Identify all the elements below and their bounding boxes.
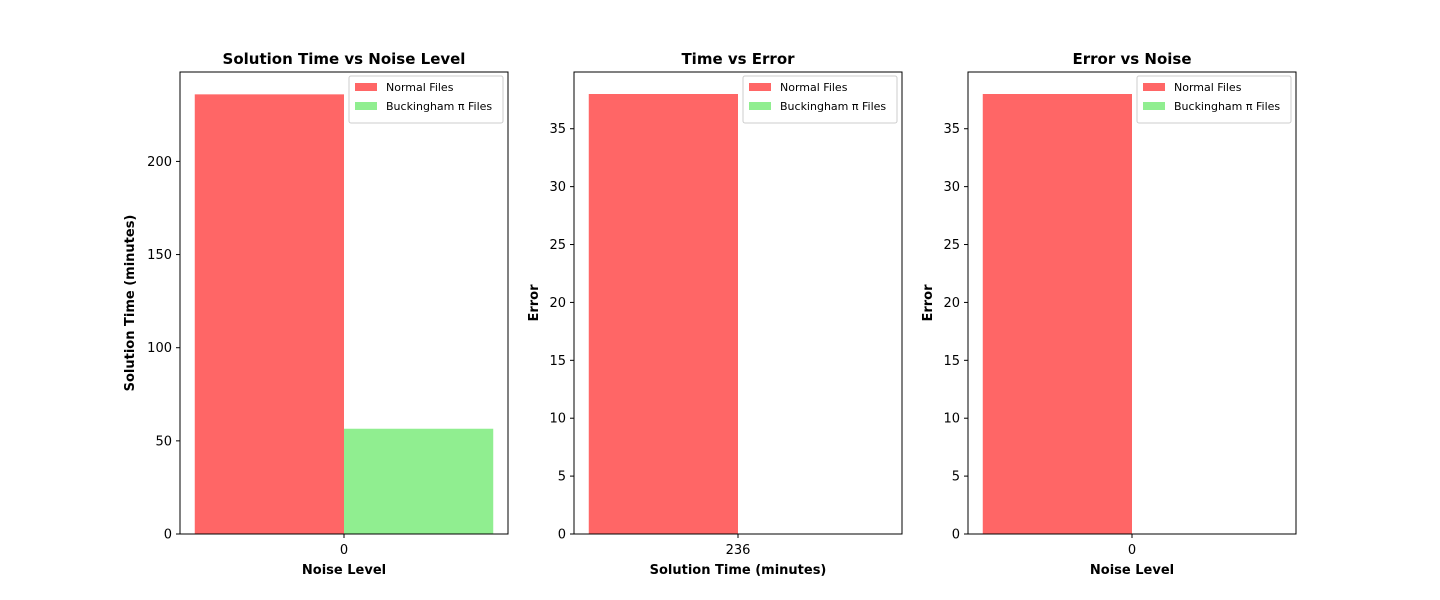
- legend: Normal Files Buckingham π Files: [1136, 75, 1292, 124]
- bar-normal-0: [194, 94, 344, 535]
- legend-swatch-buckingham: [1143, 102, 1165, 110]
- y-tick-label: 200: [147, 155, 172, 170]
- legend-swatch-buckingham: [749, 102, 771, 110]
- y-tick-label: 150: [147, 248, 172, 263]
- legend: Normal Files Buckingham π Files: [742, 75, 898, 124]
- subplot-title: Solution Time vs Noise Level: [223, 50, 466, 68]
- y-tick-label: 30: [549, 180, 566, 195]
- legend-box: [348, 75, 504, 124]
- y-tick-label: 30: [943, 180, 960, 195]
- y-tick-label: 15: [549, 354, 566, 369]
- legend-label-normal: Normal Files: [386, 81, 454, 94]
- subplot-title: Error vs Noise: [1073, 50, 1192, 68]
- y-tick-label: 10: [943, 412, 960, 427]
- subplot-2: 0 5 10 15 20 25 30 35 236 Time vs Error Solution T…: [527, 50, 903, 578]
- x-axis-label: Noise Level: [1090, 563, 1174, 578]
- y-tick-label: 15: [943, 354, 960, 369]
- bar-normal-0: [588, 94, 738, 534]
- subplot-title: Time vs Error: [681, 50, 795, 68]
- y-tick-label: 35: [549, 122, 566, 137]
- legend-label-buckingham: Buckingham π Files: [386, 100, 492, 113]
- x-axis-label: Noise Level: [302, 563, 386, 578]
- y-tick-label: 50: [155, 434, 172, 449]
- y-tick-label: 5: [952, 470, 960, 485]
- y-tick-label: 0: [164, 528, 172, 543]
- y-tick-label: 0: [558, 528, 566, 543]
- y-tick-label: 5: [558, 470, 566, 485]
- y-tick-label: 35: [943, 122, 960, 137]
- legend-box: [1136, 75, 1292, 124]
- subplot-3: 0 5 10 15 20 25 30 35 0 Error vs Noise Noise Level…: [921, 50, 1297, 578]
- x-axis-label: Solution Time (minutes): [650, 563, 827, 578]
- bar-normal-0: [982, 94, 1132, 534]
- y-axis-label: Solution Time (minutes): [123, 215, 138, 392]
- subplot-1: 0 50 100 150 200 0 Solution Time vs Noise Leve…: [123, 50, 509, 578]
- legend-swatch-normal: [355, 83, 377, 91]
- legend-label-normal: Normal Files: [1174, 81, 1242, 94]
- legend-swatch-buckingham: [355, 102, 377, 110]
- y-tick-label: 20: [549, 296, 566, 311]
- y-axis-label: Error: [921, 284, 936, 322]
- y-tick-label: 20: [943, 296, 960, 311]
- legend: Normal Files Buckingham π Files: [348, 75, 504, 124]
- y-axis-label: Error: [527, 284, 542, 322]
- legend-box: [742, 75, 898, 124]
- legend-label-normal: Normal Files: [780, 81, 848, 94]
- y-tick-label: 0: [952, 528, 960, 543]
- legend-swatch-normal: [749, 83, 771, 91]
- legend-label-buckingham: Buckingham π Files: [780, 100, 886, 113]
- x-tick-label: 236: [726, 543, 751, 558]
- x-tick-label: 0: [1128, 543, 1136, 558]
- y-tick-label: 25: [549, 238, 566, 253]
- y-tick-label: 100: [147, 341, 172, 356]
- x-tick-label: 0: [340, 543, 348, 558]
- bar-buckingham-0: [344, 428, 494, 534]
- y-tick-label: 25: [943, 238, 960, 253]
- legend-label-buckingham: Buckingham π Files: [1174, 100, 1280, 113]
- legend-swatch-normal: [1143, 83, 1165, 91]
- y-tick-label: 10: [549, 412, 566, 427]
